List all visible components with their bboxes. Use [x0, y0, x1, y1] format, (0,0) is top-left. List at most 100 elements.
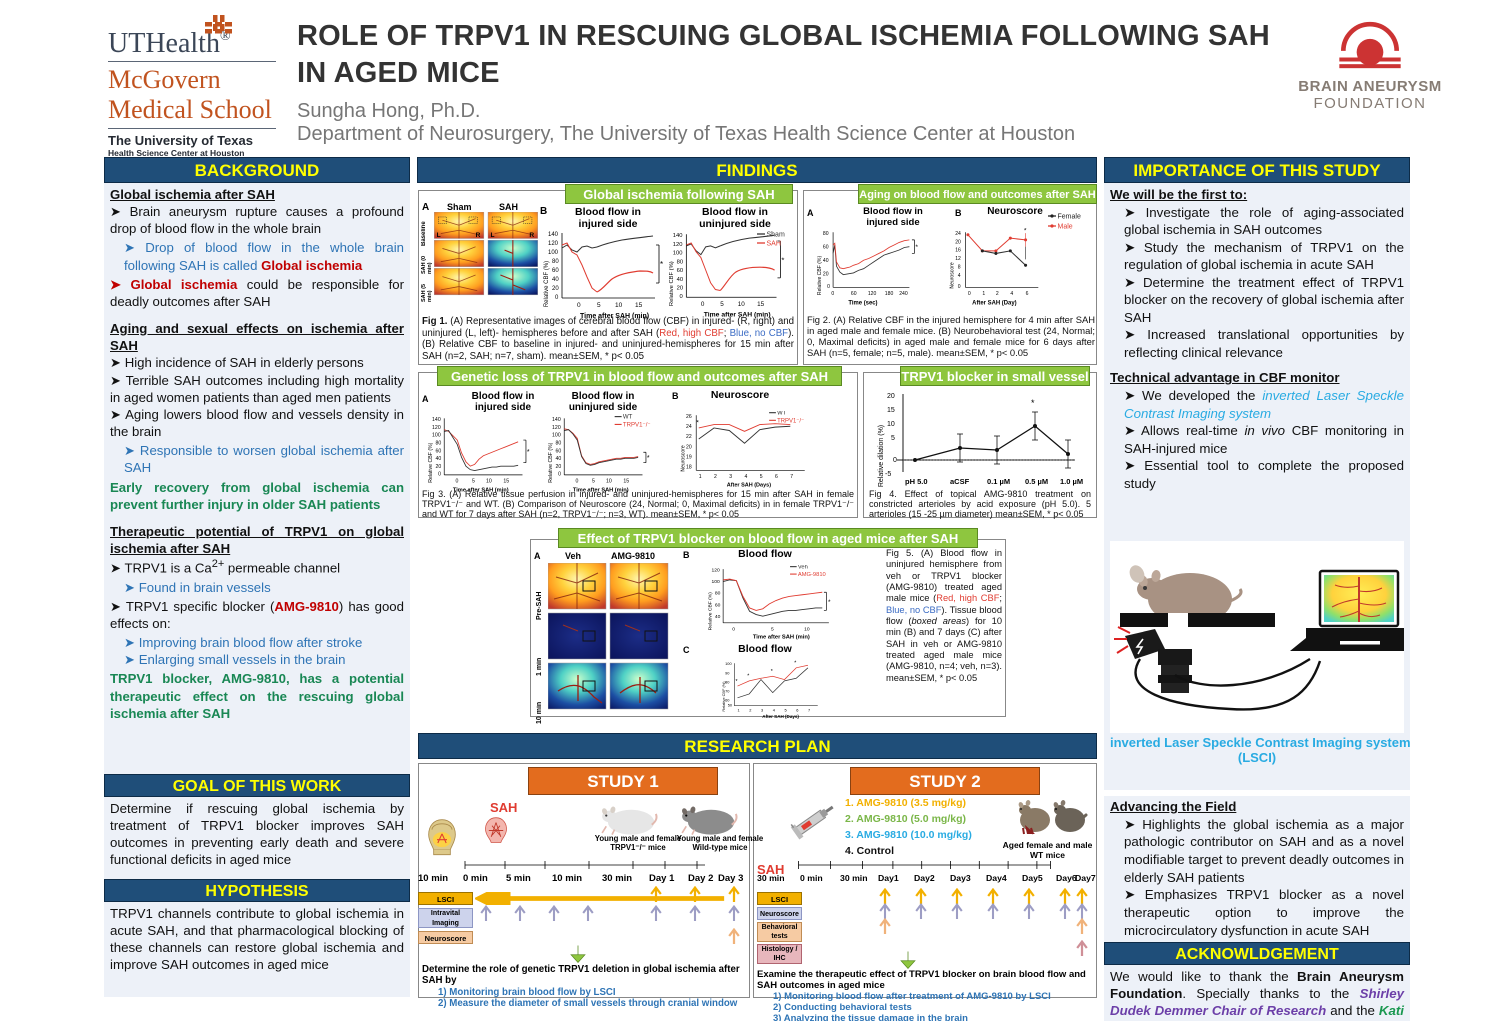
- svg-text:10: 10: [887, 421, 895, 428]
- svg-text:4: 4: [1010, 291, 1013, 297]
- svg-text:26: 26: [686, 414, 692, 420]
- svg-text:0: 0: [577, 302, 581, 309]
- svg-text:80: 80: [556, 440, 562, 446]
- svg-text:*: *: [527, 449, 530, 456]
- svg-text:12: 12: [955, 256, 961, 262]
- svg-text:15: 15: [887, 407, 895, 414]
- svg-text:10: 10: [486, 479, 492, 485]
- svg-text:120: 120: [432, 425, 441, 431]
- svg-text:1: 1: [738, 708, 740, 713]
- svg-text:80: 80: [715, 591, 721, 597]
- svg-text:140: 140: [673, 233, 683, 239]
- svg-text:40: 40: [823, 258, 829, 264]
- svg-text:5: 5: [472, 479, 475, 485]
- svg-text:40: 40: [677, 277, 683, 283]
- svg-text:20: 20: [887, 393, 895, 400]
- svg-text:R: R: [529, 232, 534, 239]
- svg-text:*: *: [696, 420, 699, 427]
- svg-text:Relative CBF (%): Relative CBF (%): [708, 592, 714, 630]
- svg-text:Relative CBF (%): Relative CBF (%): [669, 261, 675, 306]
- svg-text:*: *: [647, 455, 650, 462]
- svg-text:*: *: [915, 244, 918, 251]
- svg-text:SAH: SAH: [767, 240, 781, 247]
- svg-text:0: 0: [555, 295, 559, 301]
- svg-text:Relative CBF (%): Relative CBF (%): [548, 442, 554, 482]
- svg-text:20: 20: [677, 286, 683, 292]
- svg-text:1.0 µM: 1.0 µM: [1060, 477, 1083, 486]
- svg-text:0: 0: [893, 457, 897, 464]
- svg-text:TRPV1⁻/⁻: TRPV1⁻/⁻: [777, 418, 804, 424]
- svg-text:L: L: [437, 232, 441, 239]
- svg-text:*: *: [1031, 398, 1035, 408]
- svg-text:Time after SAH (min): Time after SAH (min): [753, 635, 810, 641]
- svg-text:40: 40: [552, 277, 559, 283]
- svg-text:aCSF: aCSF: [950, 477, 970, 486]
- svg-text:0: 0: [958, 284, 961, 290]
- svg-text:60: 60: [715, 602, 721, 608]
- svg-text:100: 100: [673, 251, 683, 257]
- svg-text:120: 120: [868, 291, 877, 297]
- svg-text:*: *: [781, 255, 784, 264]
- svg-text:7: 7: [790, 474, 793, 480]
- svg-text:15: 15: [757, 301, 765, 308]
- svg-text:22: 22: [686, 434, 692, 440]
- svg-text:60: 60: [436, 448, 442, 454]
- svg-text:120: 120: [548, 241, 559, 247]
- svg-text:2: 2: [749, 708, 751, 713]
- svg-text:40: 40: [556, 456, 562, 462]
- svg-text:7: 7: [808, 708, 810, 713]
- svg-text:WT: WT: [623, 414, 633, 421]
- svg-text:15: 15: [635, 302, 643, 309]
- svg-text:100: 100: [552, 433, 561, 439]
- svg-text:4: 4: [773, 708, 776, 713]
- svg-text:*: *: [794, 661, 796, 667]
- svg-text:8: 8: [958, 265, 961, 271]
- svg-text:10: 10: [804, 626, 810, 632]
- svg-text:6: 6: [775, 474, 778, 480]
- svg-text:3: 3: [729, 474, 732, 480]
- svg-text:80: 80: [677, 259, 683, 265]
- svg-text:After SAH (Days): After SAH (Days): [727, 482, 771, 488]
- svg-text:-5: -5: [885, 471, 891, 478]
- svg-text:*: *: [828, 599, 831, 606]
- svg-text:Female: Female: [1058, 213, 1081, 220]
- svg-text:2: 2: [996, 291, 999, 297]
- svg-text:1: 1: [982, 291, 985, 297]
- svg-text:After SAH (Days): After SAH (Days): [762, 714, 799, 719]
- svg-text:5: 5: [597, 302, 601, 309]
- svg-text:6: 6: [1026, 291, 1029, 297]
- svg-text:5: 5: [771, 626, 774, 632]
- svg-text:100: 100: [712, 579, 720, 585]
- svg-text:60: 60: [851, 291, 857, 297]
- svg-text:100: 100: [548, 250, 559, 256]
- svg-text:WT: WT: [777, 411, 787, 417]
- svg-text:1: 1: [699, 474, 702, 480]
- svg-text:*: *: [660, 260, 663, 269]
- svg-text:20: 20: [686, 444, 692, 450]
- svg-text:0.5 µM: 0.5 µM: [1025, 477, 1048, 486]
- svg-text:60: 60: [552, 268, 559, 274]
- svg-text:180: 180: [885, 291, 894, 297]
- svg-text:20: 20: [556, 464, 562, 470]
- svg-text:L: L: [490, 232, 494, 239]
- svg-text:AMG-9810: AMG-9810: [798, 572, 826, 578]
- svg-text:18: 18: [686, 465, 692, 471]
- svg-text:60: 60: [556, 448, 562, 454]
- svg-text:60: 60: [823, 244, 829, 250]
- svg-text:40: 40: [436, 456, 442, 462]
- svg-text:0: 0: [558, 472, 561, 478]
- svg-text:140: 140: [548, 232, 559, 238]
- svg-text:Veh: Veh: [798, 565, 808, 571]
- svg-text:80: 80: [552, 259, 559, 265]
- svg-text:5: 5: [760, 474, 763, 480]
- svg-text:20: 20: [436, 464, 442, 470]
- svg-text:19: 19: [686, 454, 692, 460]
- svg-text:0: 0: [456, 479, 459, 485]
- svg-text:100: 100: [725, 661, 732, 666]
- svg-text:0: 0: [827, 284, 830, 290]
- svg-text:90: 90: [725, 670, 730, 675]
- svg-text:80: 80: [725, 679, 730, 684]
- svg-text:pH 5.0: pH 5.0: [905, 477, 928, 486]
- svg-text:*: *: [806, 660, 808, 664]
- svg-text:0: 0: [680, 294, 683, 300]
